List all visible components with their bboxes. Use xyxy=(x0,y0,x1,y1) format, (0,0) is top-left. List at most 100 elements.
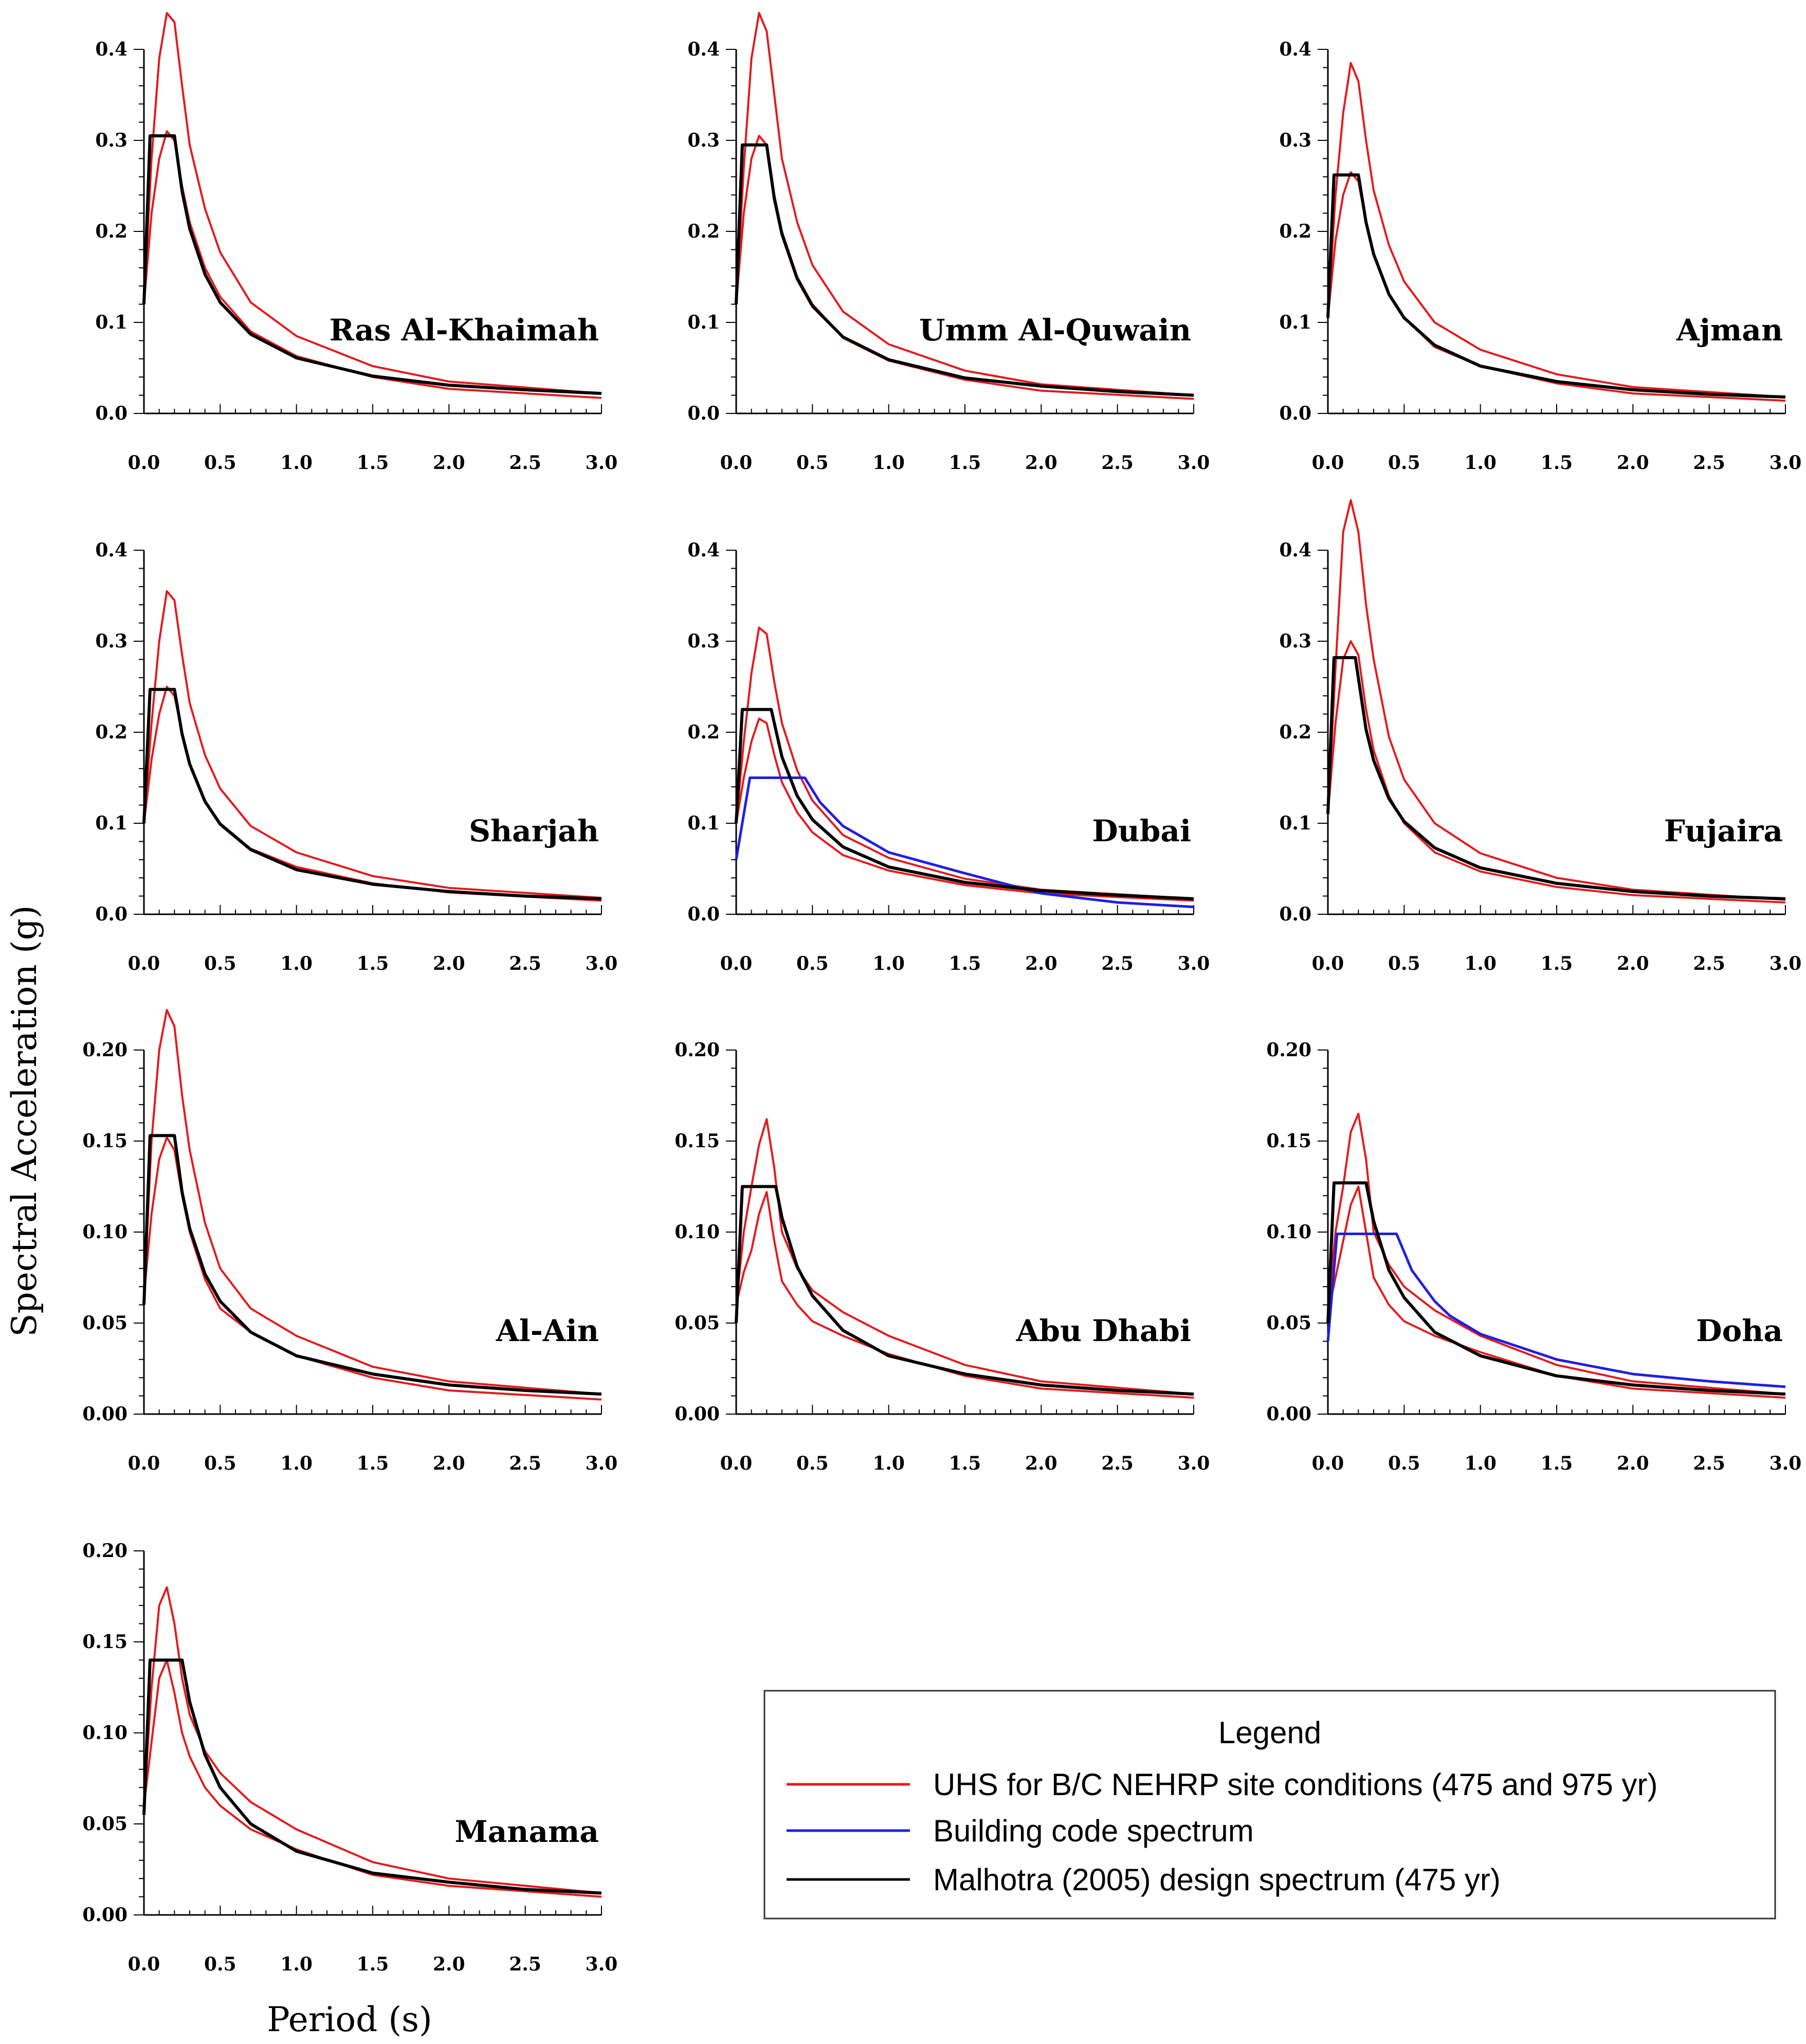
x-tick-label: 2.5 xyxy=(1101,452,1134,474)
legend: Legend UHS for B/C NEHRP site conditions… xyxy=(763,1690,1776,1920)
x-tick-label: 0.5 xyxy=(204,1953,236,1975)
x-tick-label: 3.0 xyxy=(586,1453,618,1474)
y-tick-label: 0.2 xyxy=(1279,221,1311,242)
x-tick-label: 2.0 xyxy=(1617,452,1649,474)
y-tick-label: 0.4 xyxy=(1279,539,1311,561)
series-line-malhotra-2005 xyxy=(735,708,1194,900)
x-tick-label: 0.0 xyxy=(128,953,160,974)
y-tick-label: 0.15 xyxy=(82,1631,127,1653)
series-line-uhs-975-yr xyxy=(735,12,1194,396)
x-axis-title: Period (s) xyxy=(267,2000,432,2039)
subplot-al-ain: 0.00 0.05 0.10 0.15 0.20 0.0 0.5 1.0 1.5 2.0 2.5 3.… xyxy=(82,1009,618,1474)
x-tick-label: 3.0 xyxy=(1769,953,1802,974)
y-tick-label: 0.20 xyxy=(82,1039,127,1061)
y-tick-label: 0.4 xyxy=(95,539,127,561)
subplot-ras-al-khaimah: 0.0 0.1 0.2 0.3 0.4 0.0 0.5 1.0 1.5 2.0 2.5 3.0 Ras … xyxy=(95,12,618,474)
series-line-uhs-475-yr xyxy=(1327,640,1786,903)
x-tick-label: 2.5 xyxy=(509,1453,541,1474)
legend-title: Legend xyxy=(1218,1715,1321,1750)
y-tick-label: 0.3 xyxy=(95,130,127,151)
x-tick-label: 1.0 xyxy=(280,1953,313,1975)
x-tick-label: 0.0 xyxy=(128,452,160,474)
y-tick-label: 0.0 xyxy=(1279,903,1311,925)
subplot-dubai: 0.0 0.1 0.2 0.3 0.4 0.0 0.5 1.0 1.5 2.0 2.5 3.0 Duba… xyxy=(687,539,1210,974)
x-tick-label: 1.0 xyxy=(872,1453,905,1474)
subplot-grid: 0.0 0.1 0.2 0.3 0.4 0.0 0.5 1.0 1.5 2.0 2.5 3.0 Ras … xyxy=(82,12,1802,1975)
x-tick-label: 0.5 xyxy=(796,1453,829,1474)
x-tick-label: 0.5 xyxy=(796,452,829,474)
series-line-uhs-475-yr xyxy=(143,130,602,399)
x-tick-label: 1.5 xyxy=(357,1453,389,1474)
x-tick-label: 2.5 xyxy=(1693,452,1725,474)
series-line-building-code xyxy=(735,776,1194,909)
x-tick-label: 2.5 xyxy=(1101,1453,1134,1474)
y-tick-label: 0.3 xyxy=(687,130,720,151)
x-tick-label: 3.0 xyxy=(1178,953,1210,974)
y-tick-label: 0.4 xyxy=(1279,39,1311,60)
y-tick-label: 0.2 xyxy=(95,721,127,743)
y-tick-label: 0.4 xyxy=(687,39,720,60)
series-line-uhs-475-yr xyxy=(735,1191,1194,1399)
x-tick-label: 2.0 xyxy=(433,1453,465,1474)
x-tick-label: 3.0 xyxy=(586,1953,618,1975)
x-tick-label: 2.0 xyxy=(433,452,465,474)
series-line-uhs-975-yr xyxy=(143,12,602,395)
x-tick-label: 2.0 xyxy=(433,1953,465,1975)
y-tick-label: 0.15 xyxy=(1266,1130,1311,1152)
subplot-abu-dhabi: 0.00 0.05 0.10 0.15 0.20 0.0 0.5 1.0 1.5 2.0 2.5 3.… xyxy=(674,1039,1210,1474)
subplot-manama: 0.00 0.05 0.10 0.15 0.20 0.0 0.5 1.0 1.5 2.0 2.5 3.… xyxy=(82,1540,617,1975)
city-label: Ajman xyxy=(1676,313,1783,348)
y-tick-label: 0.2 xyxy=(1279,721,1311,743)
series-line-uhs-475-yr xyxy=(735,717,1194,902)
x-tick-label: 1.5 xyxy=(1541,1453,1573,1474)
series-line-uhs-975-yr xyxy=(143,1009,602,1396)
x-tick-label: 1.5 xyxy=(357,953,389,974)
y-axis-title: Spectral Acceleration (g) xyxy=(5,905,44,1336)
y-tick-label: 0.2 xyxy=(687,721,720,743)
y-tick-label: 0.2 xyxy=(95,221,127,242)
y-tick-label: 0.00 xyxy=(1266,1403,1311,1425)
x-tick-label: 2.5 xyxy=(509,1953,541,1975)
subplot-umm-al-quwain: 0.0 0.1 0.2 0.3 0.4 0.0 0.5 1.0 1.5 2.0 2.5 3.0 Umm … xyxy=(687,12,1210,474)
y-tick-label: 0.3 xyxy=(1279,630,1311,652)
series-line-malhotra-2005 xyxy=(1326,656,1786,900)
y-tick-label: 0.00 xyxy=(82,1904,127,1926)
series-line-uhs-475-yr xyxy=(143,685,602,902)
y-tick-label: 0.1 xyxy=(1279,812,1311,834)
x-tick-label: 3.0 xyxy=(586,452,618,474)
city-label: Fujaira xyxy=(1664,813,1783,848)
series-line-uhs-975-yr xyxy=(1327,499,1786,901)
series-line-uhs-975-yr xyxy=(735,1118,1194,1396)
x-tick-label: 0.0 xyxy=(720,953,753,974)
series-line-malhotra-2005 xyxy=(1326,173,1786,399)
y-tick-label: 0.3 xyxy=(1279,130,1311,151)
legend-box xyxy=(763,1690,1776,1920)
x-tick-label: 2.0 xyxy=(1025,1453,1057,1474)
legend-label-building-code: Building code spectrum xyxy=(933,1814,1254,1848)
x-tick-label: 0.5 xyxy=(204,1453,236,1474)
y-tick-label: 0.1 xyxy=(687,312,720,333)
y-tick-label: 0.10 xyxy=(1266,1221,1311,1243)
y-tick-label: 0.05 xyxy=(82,1813,127,1835)
legend-label-malhotra: Malhotra (2005) design spectrum (475 yr) xyxy=(933,1862,1501,1897)
x-tick-label: 0.5 xyxy=(204,452,236,474)
series-line-uhs-475-yr xyxy=(735,135,1194,400)
city-label: Umm Al-Quwain xyxy=(919,313,1191,348)
y-tick-label: 0.05 xyxy=(82,1312,127,1334)
x-tick-label: 2.5 xyxy=(509,953,541,974)
series-line-malhotra-2005 xyxy=(735,1185,1194,1396)
x-tick-label: 2.0 xyxy=(1617,1453,1649,1474)
y-tick-label: 0.4 xyxy=(95,39,127,60)
x-tick-label: 3.0 xyxy=(1178,1453,1210,1474)
x-tick-label: 0.5 xyxy=(1388,452,1420,474)
series-line-uhs-975-yr xyxy=(143,590,602,899)
y-tick-label: 0.20 xyxy=(674,1039,720,1061)
y-tick-label: 0.10 xyxy=(82,1221,127,1243)
x-tick-label: 1.0 xyxy=(1464,1453,1497,1474)
x-tick-label: 1.5 xyxy=(357,1953,389,1975)
subplot-sharjah: 0.0 0.1 0.2 0.3 0.4 0.0 0.5 1.0 1.5 2.0 2.5 3.0 Shar… xyxy=(95,539,617,974)
city-label: Sharjah xyxy=(469,813,599,848)
subplot-doha: 0.00 0.05 0.10 0.15 0.20 0.0 0.5 1.0 1.5 2.0 2.5 3.… xyxy=(1266,1039,1801,1474)
y-tick-label: 0.20 xyxy=(1266,1039,1311,1061)
y-tick-label: 0.2 xyxy=(687,221,720,242)
